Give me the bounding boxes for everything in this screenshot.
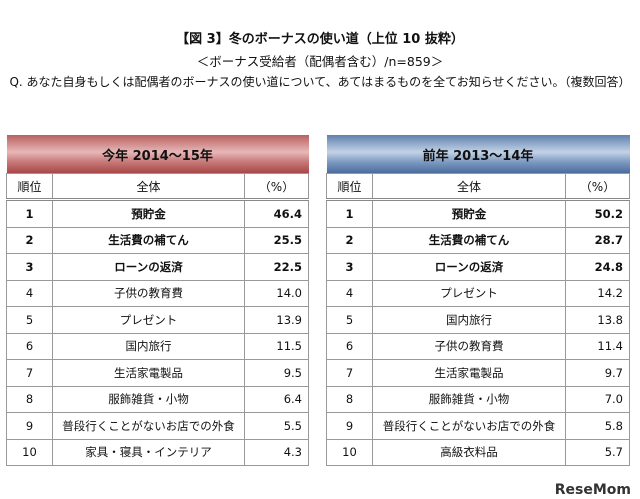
percent: 4.3: [244, 438, 309, 466]
table-this-year: 今年 2014～15年 順位 全体 （%） 1 預貯金 46.4 2 生活費の補…: [6, 135, 309, 466]
rank: 10: [6, 438, 53, 466]
item: 服飾雑貨・小物: [52, 385, 245, 413]
table-row: 9 普段行くことがないお店での外食 5.5: [6, 412, 309, 440]
percent: 46.4: [244, 199, 309, 228]
col-item: 全体: [52, 173, 245, 201]
table-last-year: 前年 2013～14年 順位 全体 （%） 1 預貯金 50.2 2 生活費の補…: [326, 135, 630, 466]
table-header: 前年 2013～14年: [326, 135, 630, 174]
item: 普段行くことがないお店での外食: [372, 412, 566, 440]
item: 国内旅行: [52, 332, 245, 360]
subtitle: ＜ボーナス受給者（配偶者含む）/n=859＞: [196, 54, 444, 69]
rank: 8: [326, 385, 373, 413]
item: 生活家電製品: [372, 359, 566, 387]
col-pct: （%）: [565, 173, 630, 201]
item: 預貯金: [372, 199, 566, 228]
table-row: 3 ローンの返済 24.8: [326, 253, 630, 281]
table-row: 5 国内旅行 13.8: [326, 306, 630, 334]
item: ローンの返済: [372, 253, 566, 281]
item: 子供の教育費: [52, 279, 245, 307]
rank: 1: [326, 199, 373, 228]
percent: 5.7: [565, 438, 630, 466]
table-row: 10 高級衣料品 5.7: [326, 438, 630, 466]
item: 高級衣料品: [372, 438, 566, 466]
item: 家具・寝具・インテリア: [52, 438, 245, 466]
item: 預貯金: [52, 199, 245, 228]
item: プレゼント: [372, 279, 566, 307]
figure-title: 【図 3】冬のボーナスの使い道（上位 10 抜粋）: [176, 32, 464, 47]
rank: 3: [6, 253, 53, 281]
percent: 25.5: [244, 226, 309, 254]
rank: 4: [326, 279, 373, 307]
percent: 6.4: [244, 385, 309, 413]
percent: 14.0: [244, 279, 309, 307]
rank: 8: [6, 385, 53, 413]
table-row: 4 子供の教育費 14.0: [6, 279, 309, 307]
rank: 2: [326, 226, 373, 254]
rank: 1: [6, 199, 53, 228]
percent: 9.5: [244, 359, 309, 387]
percent: 50.2: [565, 199, 630, 228]
percent: 28.7: [565, 226, 630, 254]
table-row: 2 生活費の補てん 25.5: [6, 226, 309, 254]
table-row: 8 服飾雑貨・小物 7.0: [326, 385, 630, 413]
percent: 7.0: [565, 385, 630, 413]
table-row: 9 普段行くことがないお店での外食 5.8: [326, 412, 630, 440]
percent: 11.5: [244, 332, 309, 360]
table-row: 4 プレゼント 14.2: [326, 279, 630, 307]
table-row: 1 預貯金 50.2: [326, 199, 630, 228]
question: Q. あなた自身もしくは配偶者のボーナスの使い道について、あてはまるものを全てお…: [9, 75, 631, 89]
percent: 14.2: [565, 279, 630, 307]
percent: 24.8: [565, 253, 630, 281]
percent: 9.7: [565, 359, 630, 387]
item: 服飾雑貨・小物: [372, 385, 566, 413]
table-row: 6 国内旅行 11.5: [6, 332, 309, 360]
item: 国内旅行: [372, 306, 566, 334]
rank: 2: [6, 226, 53, 254]
resemom-logo: ReseMom: [554, 482, 631, 498]
percent: 11.4: [565, 332, 630, 360]
item: 生活費の補てん: [52, 226, 245, 254]
rank: 10: [326, 438, 373, 466]
col-rank: 順位: [326, 173, 373, 201]
rank: 5: [326, 306, 373, 334]
col-pct: （%）: [244, 173, 309, 201]
col-item: 全体: [372, 173, 566, 201]
rank: 7: [6, 359, 53, 387]
percent: 5.8: [565, 412, 630, 440]
col-rank: 順位: [6, 173, 53, 201]
table-row: 7 生活家電製品 9.7: [326, 359, 630, 387]
rank: 9: [326, 412, 373, 440]
table-row: 7 生活家電製品 9.5: [6, 359, 309, 387]
item: 子供の教育費: [372, 332, 566, 360]
percent: 5.5: [244, 412, 309, 440]
rank: 9: [6, 412, 53, 440]
percent: 13.9: [244, 306, 309, 334]
table-header: 今年 2014～15年: [6, 135, 309, 174]
table-row: 6 子供の教育費 11.4: [326, 332, 630, 360]
table-row: 10 家具・寝具・インテリア 4.3: [6, 438, 309, 466]
item: プレゼント: [52, 306, 245, 334]
rank: 6: [326, 332, 373, 360]
rank: 5: [6, 306, 53, 334]
rank: 3: [326, 253, 373, 281]
rank: 7: [326, 359, 373, 387]
rank: 4: [6, 279, 53, 307]
table-row: 2 生活費の補てん 28.7: [326, 226, 630, 254]
item: 生活家電製品: [52, 359, 245, 387]
item: 普段行くことがないお店での外食: [52, 412, 245, 440]
table-row: 8 服飾雑貨・小物 6.4: [6, 385, 309, 413]
percent: 22.5: [244, 253, 309, 281]
table-row: 5 プレゼント 13.9: [6, 306, 309, 334]
table-row: 3 ローンの返済 22.5: [6, 253, 309, 281]
rank: 6: [6, 332, 53, 360]
item: 生活費の補てん: [372, 226, 566, 254]
percent: 13.8: [565, 306, 630, 334]
table-row: 1 預貯金 46.4: [6, 199, 309, 228]
item: ローンの返済: [52, 253, 245, 281]
